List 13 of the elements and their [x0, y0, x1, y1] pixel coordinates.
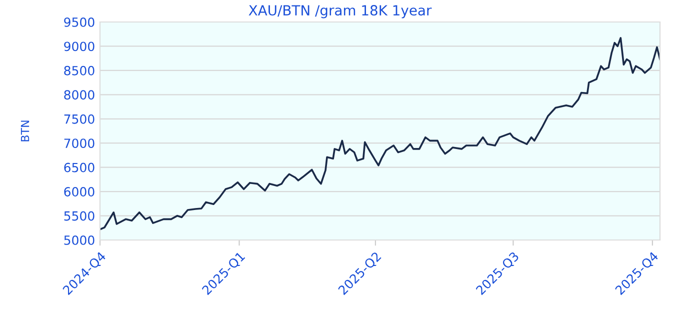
- chart-title: XAU/BTN /gram 18K 1year: [248, 5, 432, 18]
- y-tick-label: 7000: [64, 138, 94, 148]
- y-tick-label: 9500: [64, 17, 94, 27]
- line-series: [100, 37, 660, 230]
- y-tick-label: 5000: [64, 235, 94, 245]
- y-tick-label: 6000: [64, 187, 94, 196]
- y-tick-label: 7500: [64, 114, 94, 124]
- y-tick-label: 8000: [64, 90, 94, 100]
- y-axis-title: BTN: [20, 120, 30, 142]
- y-tick-label: 6500: [64, 162, 94, 172]
- y-tick-label: 9000: [64, 42, 94, 52]
- y-tick-label: 5500: [64, 211, 94, 221]
- y-tick-label: 8500: [64, 66, 94, 76]
